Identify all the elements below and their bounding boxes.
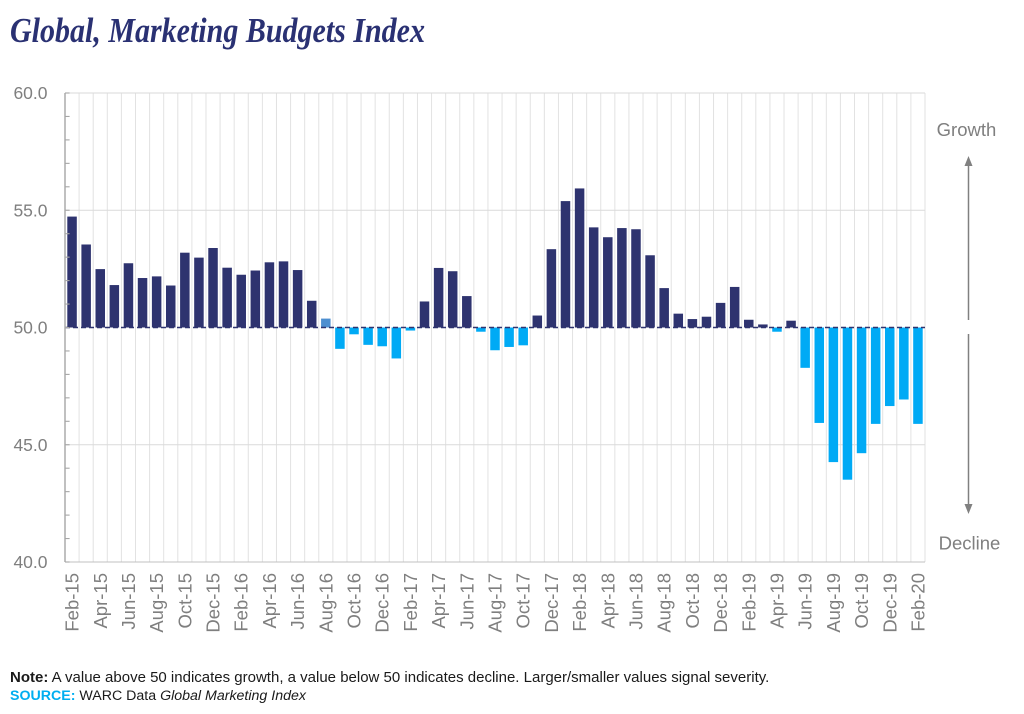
svg-text:Dec-16: Dec-16 [372, 573, 393, 633]
svg-text:Feb-19: Feb-19 [738, 573, 759, 632]
svg-text:Dec-18: Dec-18 [710, 573, 731, 633]
svg-text:Feb-16: Feb-16 [231, 573, 252, 632]
svg-text:Feb-17: Feb-17 [400, 573, 421, 632]
svg-text:Feb-18: Feb-18 [569, 573, 590, 632]
svg-text:Jun-17: Jun-17 [456, 573, 477, 630]
svg-text:Aug-16: Aug-16 [315, 573, 336, 633]
svg-text:Jun-15: Jun-15 [118, 573, 139, 630]
svg-text:Apr-16: Apr-16 [259, 573, 280, 629]
svg-text:Aug-17: Aug-17 [485, 573, 506, 633]
svg-text:Growth: Growth [937, 119, 997, 140]
svg-text:Apr-15: Apr-15 [90, 573, 111, 629]
svg-text:Jun-19: Jun-19 [795, 573, 816, 630]
svg-text:Oct-15: Oct-15 [174, 573, 195, 629]
svg-text:Decline: Decline [939, 533, 1001, 554]
svg-text:Apr-18: Apr-18 [597, 573, 618, 629]
svg-text:Feb-20: Feb-20 [907, 573, 928, 632]
svg-text:50.0: 50.0 [13, 318, 47, 338]
svg-text:Oct-19: Oct-19 [851, 573, 872, 629]
svg-text:Aug-15: Aug-15 [146, 573, 167, 633]
svg-text:Oct-16: Oct-16 [344, 573, 365, 629]
svg-text:40.0: 40.0 [13, 552, 47, 572]
svg-text:Dec-19: Dec-19 [879, 573, 900, 633]
svg-text:Aug-19: Aug-19 [823, 573, 844, 633]
svg-text:Aug-18: Aug-18 [654, 573, 675, 633]
svg-text:60.0: 60.0 [13, 83, 47, 103]
svg-text:Feb-15: Feb-15 [62, 573, 83, 632]
svg-text:Oct-18: Oct-18 [682, 573, 703, 629]
svg-text:Global, Marketing Budgets Inde: Global, Marketing Budgets Index [10, 12, 425, 50]
svg-text:Oct-17: Oct-17 [513, 573, 534, 629]
svg-text:Dec-17: Dec-17 [541, 573, 562, 633]
svg-text:Apr-17: Apr-17 [428, 573, 449, 629]
svg-text:Dec-15: Dec-15 [203, 573, 224, 633]
svg-text:45.0: 45.0 [13, 435, 47, 455]
svg-text:55.0: 55.0 [13, 200, 47, 220]
svg-text:Jun-18: Jun-18 [625, 573, 646, 630]
svg-text:Apr-19: Apr-19 [766, 573, 787, 629]
svg-text:Jun-16: Jun-16 [287, 573, 308, 630]
